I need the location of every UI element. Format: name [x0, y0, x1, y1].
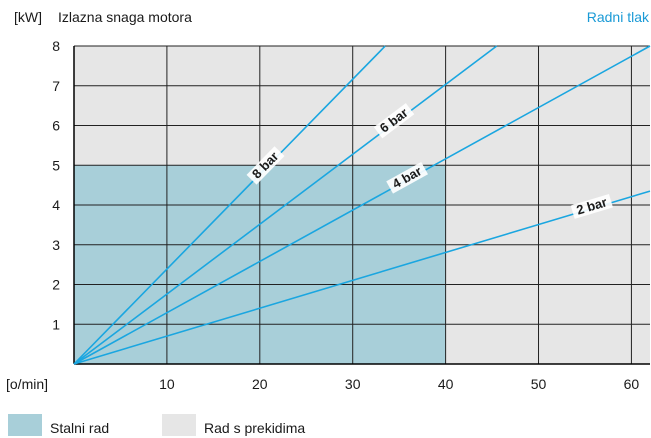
tick-labels: 1 2 3 4 5 6 7 8 10 20 30 40 50 60	[52, 38, 639, 392]
y-tick-label: 5	[52, 157, 60, 173]
legend-label-continuous: Stalni rad	[50, 420, 110, 436]
series-label-bg	[570, 194, 613, 219]
x-tick-label: 40	[438, 376, 454, 392]
y-tick-label: 8	[52, 38, 60, 54]
series-line	[73, 45, 651, 365]
y-tick-label: 1	[52, 316, 60, 332]
y-unit-label: [kW]	[14, 9, 42, 25]
legend: Stalni rad Rad s prekidima	[0, 408, 651, 436]
series-line	[73, 45, 386, 365]
x-tick-label: 10	[159, 376, 175, 392]
chart-title: Izlazna snaga motora	[58, 9, 192, 25]
y-tick-label: 6	[52, 118, 60, 134]
series-line	[73, 190, 651, 365]
series-label-bg	[386, 162, 429, 194]
y-tick-label: 3	[52, 237, 60, 253]
series-lines	[73, 45, 651, 365]
legend-swatch-intermittent	[162, 414, 196, 436]
x-unit-label: [o/min]	[6, 376, 48, 392]
series-line	[73, 45, 498, 365]
y-tick-label: 4	[52, 197, 60, 213]
grid	[73, 45, 650, 365]
x-tick-label: 20	[252, 376, 268, 392]
corner-label: Radni tlak	[587, 9, 650, 25]
x-tick-label: 30	[345, 376, 361, 392]
legend-label-intermittent: Rad s prekidima	[204, 420, 306, 436]
series-label-bg	[246, 146, 285, 185]
x-tick-label: 60	[624, 376, 640, 392]
x-tick-label: 50	[531, 376, 547, 392]
legend-swatch-continuous	[8, 414, 42, 436]
y-tick-label: 7	[52, 78, 60, 94]
series-label-bg	[373, 103, 415, 139]
y-tick-label: 2	[52, 277, 60, 293]
